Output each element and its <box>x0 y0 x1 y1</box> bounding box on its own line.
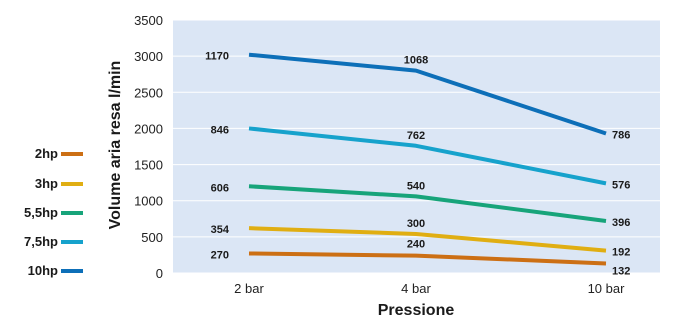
legend-label: 10hp <box>27 263 58 278</box>
legend-swatch <box>61 211 83 215</box>
data-label: 762 <box>407 130 425 142</box>
data-label: 786 <box>612 129 630 141</box>
series-line-1 <box>248 251 607 266</box>
y-tick-label: 1500 <box>134 158 163 173</box>
data-label: 606 <box>211 182 229 194</box>
y-tick-label: 3000 <box>134 49 163 64</box>
data-label: 1068 <box>404 55 428 67</box>
data-labels: 270 240 132 354 300 192 606 540 396 846 762 576 1170… <box>205 51 630 278</box>
legend-label: 7,5hp <box>24 234 58 249</box>
y-tick-label: 500 <box>141 230 163 245</box>
legend-item: 3hp <box>10 176 85 192</box>
legend-item: 7,5hp <box>10 234 85 250</box>
data-label: 1170 <box>205 51 229 63</box>
y-tick-label: 1000 <box>134 194 163 209</box>
series-lines <box>248 52 607 266</box>
series-line-2 <box>248 226 607 253</box>
data-label: 192 <box>612 247 630 259</box>
y-tick-label: 2500 <box>134 85 163 100</box>
x-tick-label: 4 bar <box>401 281 431 296</box>
data-label: 270 <box>211 249 229 261</box>
data-label: 846 <box>211 124 229 136</box>
legend: 2hp 3hp 5,5hp 7,5hp 10hp <box>0 0 100 320</box>
legend-item: 2hp <box>10 146 85 162</box>
y-axis-title: Volume aria resa l/min <box>107 61 124 230</box>
legend-swatch <box>61 152 83 156</box>
data-label: 132 <box>612 265 630 277</box>
x-tick-label: 2 bar <box>234 281 264 296</box>
data-label: 396 <box>612 217 630 229</box>
data-label: 354 <box>211 224 230 236</box>
y-tick-label: 0 <box>156 266 163 281</box>
legend-swatch <box>61 269 83 273</box>
data-label: 300 <box>407 218 425 230</box>
data-label: 540 <box>407 180 425 192</box>
y-tick-label: 3500 <box>134 13 163 28</box>
legend-label: 3hp <box>34 176 58 191</box>
legend-swatch <box>61 182 83 186</box>
x-tick-label: 10 bar <box>588 281 626 296</box>
data-label: 576 <box>612 179 630 191</box>
series-line-4 <box>248 126 607 186</box>
legend-item: 10hp <box>10 263 85 279</box>
series-line-3 <box>248 184 607 223</box>
x-axis-title: Pressione <box>378 302 455 319</box>
y-axis-ticks: 0 500 1000 1500 2000 2500 3000 3500 <box>134 13 163 281</box>
legend-swatch <box>61 240 83 244</box>
series-line-5 <box>248 52 607 136</box>
data-label: 240 <box>407 239 425 251</box>
y-tick-label: 2000 <box>134 121 163 136</box>
legend-label: 2hp <box>34 146 58 161</box>
legend-item: 5,5hp <box>10 205 85 221</box>
legend-label: 5,5hp <box>24 205 58 220</box>
x-axis-ticks: 2 bar 4 bar 10 bar <box>234 281 625 296</box>
